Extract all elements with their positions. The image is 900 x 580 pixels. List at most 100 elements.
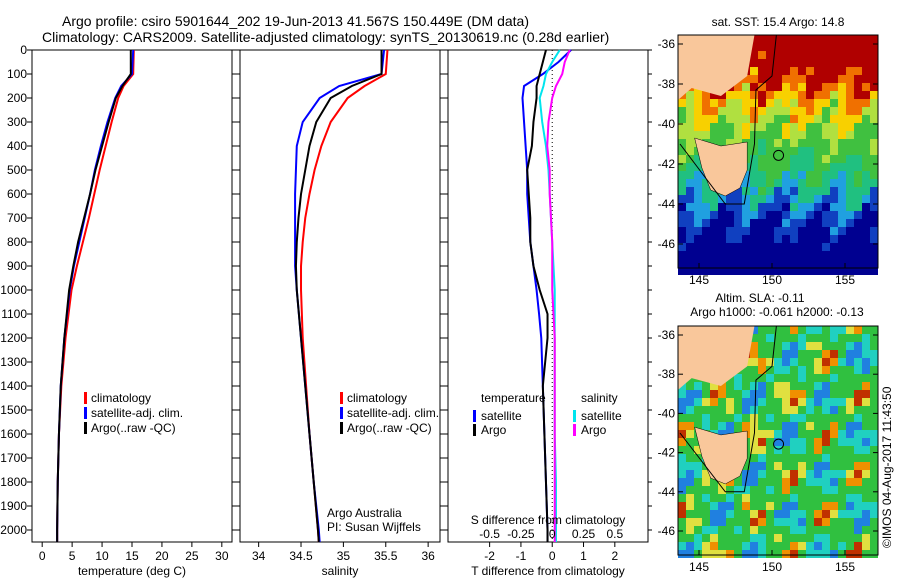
map-cell [742, 123, 750, 131]
map-cell [766, 510, 774, 518]
map-cell [806, 470, 814, 478]
map-frame [677, 34, 879, 269]
map-cell [798, 542, 806, 550]
map-cell [766, 406, 774, 414]
map-cell [734, 478, 742, 486]
map-cell [710, 534, 718, 542]
map-cell [838, 115, 846, 123]
map-cell [742, 550, 750, 558]
map-cell [782, 195, 790, 203]
map-cell [686, 406, 694, 414]
map-cell [694, 187, 702, 195]
map-cell [782, 374, 790, 382]
depth-contour [679, 34, 777, 205]
map-cell [766, 470, 774, 478]
map-cell [806, 99, 814, 107]
x-tick-label: 34 [252, 549, 266, 563]
map-cell [774, 83, 782, 91]
map-cell [862, 187, 870, 195]
map-cell [798, 243, 806, 251]
map-cell [838, 51, 846, 59]
map-cell [870, 235, 878, 243]
map-cell [758, 414, 766, 422]
legend-swatch [340, 407, 343, 419]
map-cell [870, 139, 878, 147]
map-cell [790, 526, 798, 534]
map-cell [846, 139, 854, 147]
map-cell [734, 227, 742, 235]
legend-swatch [473, 410, 476, 422]
map-cell [814, 534, 822, 542]
map-cell [774, 59, 782, 67]
map-cell [870, 550, 878, 558]
map-cell [758, 251, 766, 259]
map-cell [686, 534, 694, 542]
map-cell [846, 187, 854, 195]
map-cell [766, 526, 774, 534]
map-cell [838, 542, 846, 550]
map-cell [774, 550, 782, 558]
map-cell [806, 430, 814, 438]
map-cell [694, 211, 702, 219]
map-cell [806, 326, 814, 334]
map-cell [838, 211, 846, 219]
map-cell [806, 75, 814, 83]
map-cell [718, 422, 726, 430]
map-cell [814, 454, 822, 462]
lon-tick-label: 150 [762, 560, 782, 574]
lat-tick-label: -38 [658, 77, 676, 91]
map-cell [862, 414, 870, 422]
x2-tick-label: 0.25 [572, 527, 596, 541]
map-cell [870, 243, 878, 251]
map-cell [694, 155, 702, 163]
map-cell [766, 123, 774, 131]
map-cell [846, 91, 854, 99]
map-cell [814, 366, 822, 374]
map-cell [766, 398, 774, 406]
lon-tick-label: 150 [762, 273, 782, 287]
map-cell [750, 83, 758, 91]
map-cell [782, 219, 790, 227]
map-cell [806, 342, 814, 350]
map-cell [830, 414, 838, 422]
map-cell [782, 350, 790, 358]
map-cell [870, 267, 878, 275]
map-cell [686, 147, 694, 155]
lon-tick-label: 155 [835, 560, 855, 574]
map-cell [798, 422, 806, 430]
series-line-s-argo [546, 49, 571, 542]
map-cell [750, 251, 758, 259]
map-cell [750, 518, 758, 526]
legend-swatch [340, 422, 343, 434]
map-cell [822, 494, 830, 502]
map-cell [822, 502, 830, 510]
x-tick-label: 2 [611, 549, 618, 563]
map-cell [838, 131, 846, 139]
map-cell [750, 171, 758, 179]
map-cell [734, 494, 742, 502]
map-cell [854, 550, 862, 558]
map-cell [846, 147, 854, 155]
map-cell [678, 526, 686, 534]
map-cell [854, 227, 862, 235]
map-cell [838, 179, 846, 187]
map-cell [774, 43, 782, 51]
map-2-title-line-2: Argo h1000: -0.061 h2000: -0.13 [690, 305, 864, 319]
map-cell [870, 51, 878, 59]
map-cell [702, 550, 710, 558]
map-cell [678, 107, 686, 115]
map-cell [758, 67, 766, 75]
map-cell [694, 259, 702, 267]
map-cell [742, 390, 750, 398]
map-cell [830, 123, 838, 131]
map-cell [734, 243, 742, 251]
map-cell [742, 131, 750, 139]
map-cell [790, 107, 798, 115]
legend-swatch [573, 424, 576, 436]
map-cell [870, 123, 878, 131]
map-cell [766, 51, 774, 59]
map-cell [686, 486, 694, 494]
x2-tick-label: -0.5 [479, 527, 500, 541]
map-cell [814, 470, 822, 478]
map-cell [766, 374, 774, 382]
